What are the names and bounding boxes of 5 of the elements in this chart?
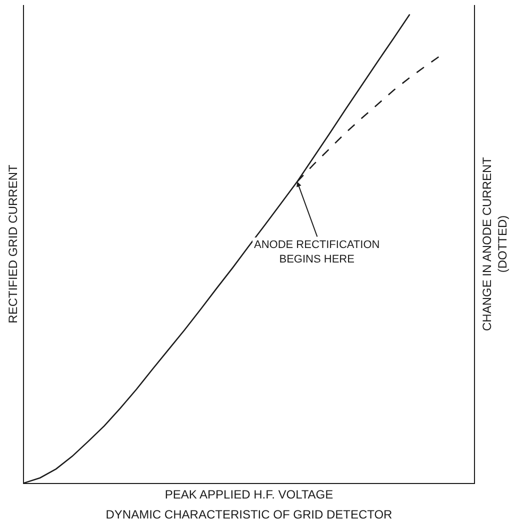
text: DYNAMIC CHARACTERISTIC OF GRID DETECTOR bbox=[106, 507, 393, 521]
x-axis-title: PEAK APPLIED H.F. VOLTAGE bbox=[164, 487, 334, 502]
y-axis-title: RECTIFIED GRID CURRENT bbox=[6, 164, 20, 324]
y2-axis-title: CHANGE IN ANODE CURRENT (DOTTED) bbox=[480, 156, 510, 331]
annotation: ANODE RECTIFICATION BEGINS HERE bbox=[254, 239, 380, 266]
